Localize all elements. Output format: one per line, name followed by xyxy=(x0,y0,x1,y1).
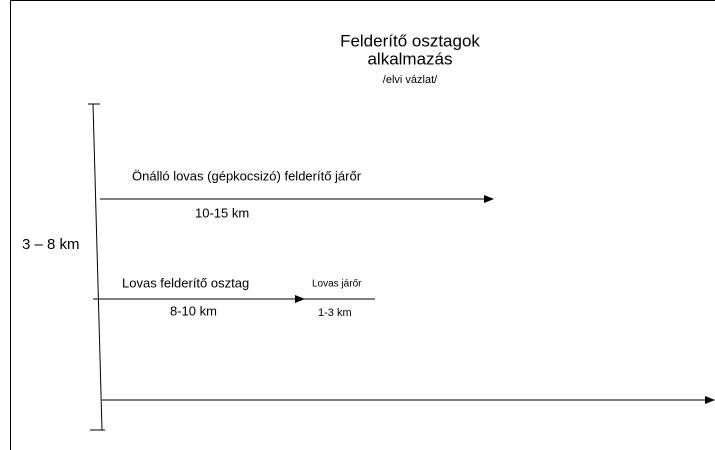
title-line: Felderítő osztagok xyxy=(340,31,480,50)
title-line: alkalmazás xyxy=(367,49,452,68)
unit-label: Önálló lovas (gépkocsizó) felderítő járő… xyxy=(132,168,362,183)
depth-label: 3 – 8 km xyxy=(22,236,80,253)
unit-label: Lovas járőr xyxy=(312,279,362,290)
unit-distance: 8-10 km xyxy=(170,303,217,318)
unit-distance: 10-15 km xyxy=(195,205,249,220)
subtitle: /elvi vázlat/ xyxy=(383,74,438,86)
unit-distance: 1-3 km xyxy=(318,307,352,319)
unit-label: Lovas felderítő osztag xyxy=(122,275,249,290)
depth-axis xyxy=(92,103,103,431)
